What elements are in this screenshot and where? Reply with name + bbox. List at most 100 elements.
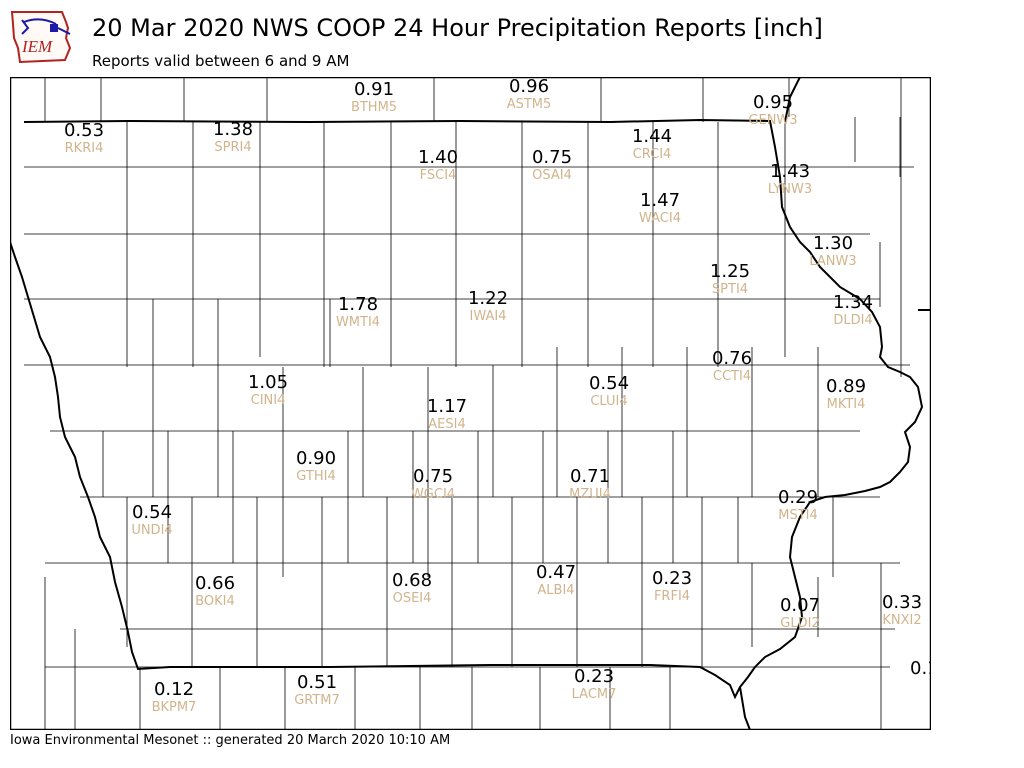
station-value: 1.78 <box>338 294 378 315</box>
logo-text: IEM <box>21 37 53 56</box>
station-id: OSEI4 <box>393 591 432 606</box>
station-value: 0.75 <box>532 147 572 168</box>
station-id: ALBI4 <box>537 583 574 598</box>
station-id: SPTI4 <box>712 282 748 297</box>
station-value: 0.91 <box>354 79 394 100</box>
station-value: 1.25 <box>710 261 750 282</box>
station-id: AESI4 <box>428 417 465 432</box>
station-id: MKTI4 <box>827 397 866 412</box>
station-value: 1.44 <box>632 126 672 147</box>
station-id: CINI4 <box>251 393 286 408</box>
station-value: 0.51 <box>297 672 337 693</box>
station-id: WGCI4 <box>411 487 455 502</box>
station-id: GENW3 <box>748 113 797 128</box>
station-id: LACM7 <box>572 687 617 702</box>
station-value: 1.38 <box>213 119 253 140</box>
station-value: 1.17 <box>427 396 467 417</box>
station-marker: 0.1 <box>910 658 931 679</box>
map-subtitle: Reports valid between 6 and 9 AM <box>92 52 350 70</box>
station-id: BOKI4 <box>195 594 235 609</box>
station-value: 1.47 <box>640 190 680 211</box>
station-value: 0.89 <box>826 376 866 397</box>
station-id: LYNW3 <box>768 182 812 197</box>
station-id: OSAI4 <box>532 168 572 183</box>
station-value: 0.76 <box>712 348 752 369</box>
station-id: LANW3 <box>809 254 856 269</box>
precipitation-map: 0.91 BTHM5 0.96 ASTM5 0.95 GENW3 0.53 RKRI4 1.38… <box>10 77 931 730</box>
station-id: WMTI4 <box>336 315 380 330</box>
station-id: BKPM7 <box>152 700 197 715</box>
station-value: 0.71 <box>570 466 610 487</box>
station-value: 0.23 <box>574 666 614 687</box>
station-value: 0.23 <box>652 568 692 589</box>
station-value: 1.30 <box>813 233 853 254</box>
station-id: MSTI4 <box>778 508 818 523</box>
station-id: UNDI4 <box>131 523 172 538</box>
station-value: 0.54 <box>589 373 629 394</box>
station-value: 0.33 <box>882 592 922 613</box>
station-id: CRCI4 <box>633 147 672 162</box>
station-id: DLDI4 <box>833 313 872 328</box>
map-border <box>10 77 931 730</box>
iem-logo: IEM <box>10 8 78 66</box>
station-value: 1.22 <box>468 288 508 309</box>
station-value: 1.05 <box>248 372 288 393</box>
station-id: WACI4 <box>639 211 681 226</box>
station-value: 0.96 <box>509 77 549 97</box>
station-id: CLUI4 <box>590 394 627 409</box>
station-id: FRFI4 <box>654 589 690 604</box>
station-id: RKRI4 <box>65 141 104 156</box>
station-id: IWAI4 <box>470 309 507 324</box>
station-id: SPRI4 <box>214 140 251 155</box>
footer-credit: Iowa Environmental Mesonet :: generated … <box>10 733 451 748</box>
station-id: CCTI4 <box>713 369 751 384</box>
station-value: 0.54 <box>132 502 172 523</box>
station-value: 0.53 <box>64 120 104 141</box>
station-value: 0.68 <box>392 570 432 591</box>
station-value: 0.75 <box>413 466 453 487</box>
station-id: GLDI2 <box>780 616 819 631</box>
station-value: 0.66 <box>195 573 235 594</box>
station-value: 0.47 <box>536 562 576 583</box>
station-value: 1.40 <box>418 147 458 168</box>
station-id: ASTM5 <box>507 97 552 112</box>
station-id: GRTM7 <box>294 693 340 708</box>
station-value: 0.12 <box>154 679 194 700</box>
station-id: FSCI4 <box>420 168 457 183</box>
station-value: 1.43 <box>770 161 810 182</box>
station-id: GTHI4 <box>296 469 335 484</box>
